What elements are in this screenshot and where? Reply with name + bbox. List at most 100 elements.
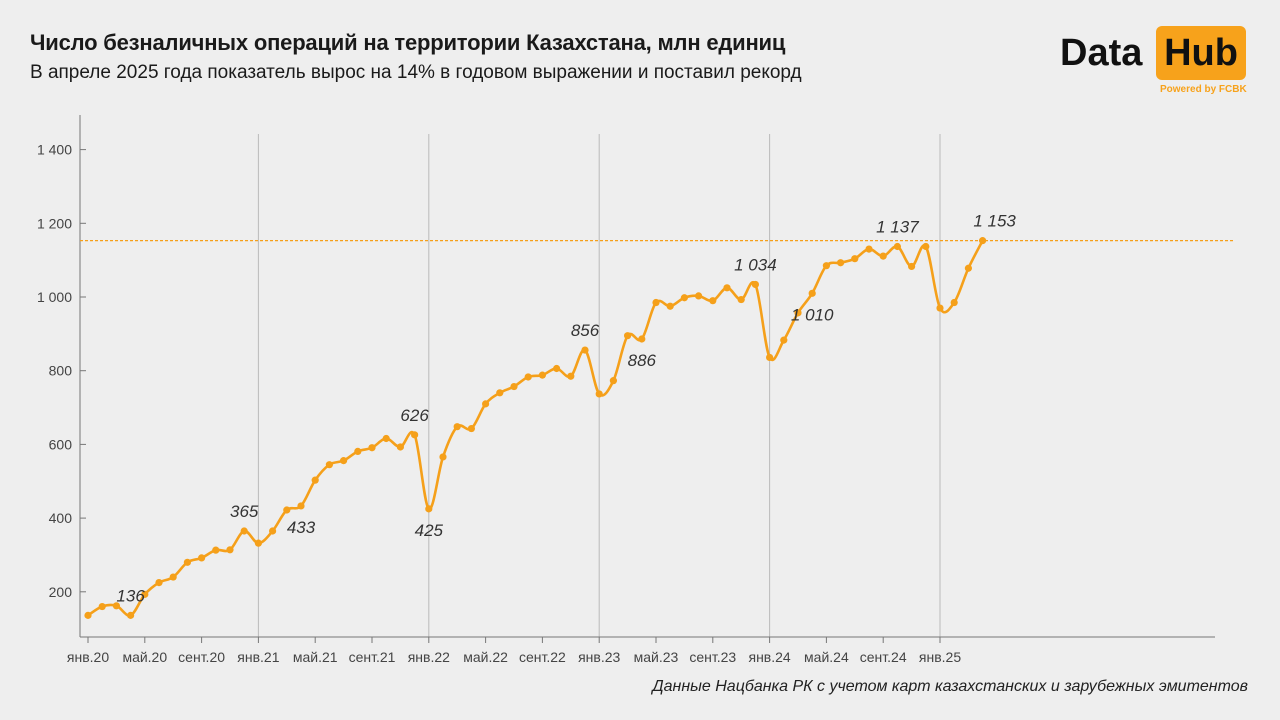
data-point (283, 506, 291, 514)
data-point (411, 431, 419, 439)
data-point (893, 242, 902, 251)
data-point (382, 434, 390, 443)
source-note: Данные Нацбанка РК с учетом карт казахст… (652, 678, 1248, 695)
data-label: 1 153 (973, 212, 1016, 231)
data-point (624, 332, 632, 340)
data-point (851, 255, 859, 263)
y-tick-label: 800 (49, 363, 73, 379)
data-point (340, 457, 348, 465)
x-tick-label: май.23 (634, 649, 679, 665)
data-point (936, 304, 944, 312)
axes: 200 400 600 800 1 000 1 200 1 400 янв.20 май.20 с… (37, 115, 1215, 665)
series-line-layer (87, 240, 984, 617)
data-point (553, 364, 561, 373)
x-tick-label: май.24 (804, 649, 849, 665)
data-point (837, 259, 845, 267)
data-point (595, 390, 603, 398)
x-tick-label: янв.23 (578, 649, 620, 665)
x-tick-label: сент.20 (178, 649, 225, 665)
data-point (638, 335, 646, 343)
data-point (652, 298, 660, 307)
data-point (524, 373, 532, 381)
x-tick-label: янв.20 (67, 649, 109, 665)
data-point (269, 527, 277, 535)
data-point (482, 400, 490, 408)
data-point (155, 578, 163, 587)
data-point (950, 298, 958, 307)
y-tick-label: 1 000 (37, 289, 72, 305)
data-point (169, 573, 177, 581)
y-tick-label: 600 (49, 436, 73, 452)
data-point (254, 539, 262, 547)
data-point (609, 377, 618, 385)
data-point (297, 502, 305, 510)
data-point (822, 262, 831, 270)
data-point (183, 558, 191, 566)
data-point (98, 602, 106, 611)
data-point (538, 371, 547, 379)
data-point (496, 389, 504, 397)
data-point (865, 245, 873, 253)
data-label: 1 034 (734, 255, 777, 274)
data-label: 886 (628, 351, 657, 370)
data-point (808, 289, 816, 297)
data-point (567, 372, 575, 380)
x-tick-label: янв.24 (748, 649, 790, 665)
data-point (964, 264, 973, 272)
data-point (908, 262, 916, 271)
data-point (922, 242, 930, 251)
data-point (396, 443, 404, 451)
x-tick-label: май.22 (463, 649, 508, 665)
data-point (737, 295, 745, 304)
logo-word-data: Data (1060, 32, 1143, 74)
data-point (453, 423, 461, 431)
data-point (751, 280, 760, 289)
data-point (84, 611, 92, 619)
datahub-logo: Data Hub Powered by FCBK (1060, 24, 1250, 99)
data-point (368, 444, 376, 452)
data-point (141, 590, 149, 598)
logo-tagline: Powered by FCBK (1160, 84, 1247, 95)
data-point (709, 297, 717, 305)
data-label: 433 (287, 518, 316, 537)
data-point (198, 554, 206, 562)
x-tick-label: янв.21 (237, 649, 279, 665)
data-label: 626 (400, 406, 429, 425)
data-labels: 136 365 433 626 425 856 886 1 034 1 010 1 137 1 15… (116, 212, 1016, 606)
data-point (467, 424, 475, 433)
data-point (666, 302, 674, 310)
data-label: 1 137 (876, 218, 919, 237)
y-tick-label: 200 (49, 584, 73, 600)
data-point (794, 309, 802, 317)
data-point (112, 602, 120, 610)
data-point (311, 476, 319, 484)
chart-title: Число безналичных операций на территории… (30, 30, 786, 55)
series-line (87, 240, 984, 617)
x-tick-label: сент.22 (519, 649, 566, 665)
data-point (979, 237, 987, 245)
data-point (581, 346, 589, 354)
y-tick-label: 1 200 (37, 215, 72, 231)
x-tick-label: сент.23 (689, 649, 736, 665)
data-point (439, 453, 447, 461)
y-tick-label: 1 400 (37, 142, 72, 158)
data-points (84, 237, 987, 619)
data-label: 425 (415, 521, 444, 540)
x-tick-label: янв.22 (408, 649, 450, 665)
data-point (425, 505, 433, 513)
data-point (325, 461, 333, 469)
data-label: 136 (116, 586, 145, 605)
data-point (780, 336, 788, 344)
data-point (879, 252, 887, 260)
data-label: 365 (230, 502, 259, 521)
x-tick-label: сент.21 (349, 649, 396, 665)
data-point (226, 546, 234, 554)
data-point (680, 294, 689, 302)
y-tick-label: 400 (49, 510, 73, 526)
gridlines (257, 134, 941, 637)
logo-word-hub: Hub (1156, 26, 1246, 80)
data-point (695, 292, 703, 300)
data-point (723, 284, 731, 292)
data-point (766, 353, 774, 362)
